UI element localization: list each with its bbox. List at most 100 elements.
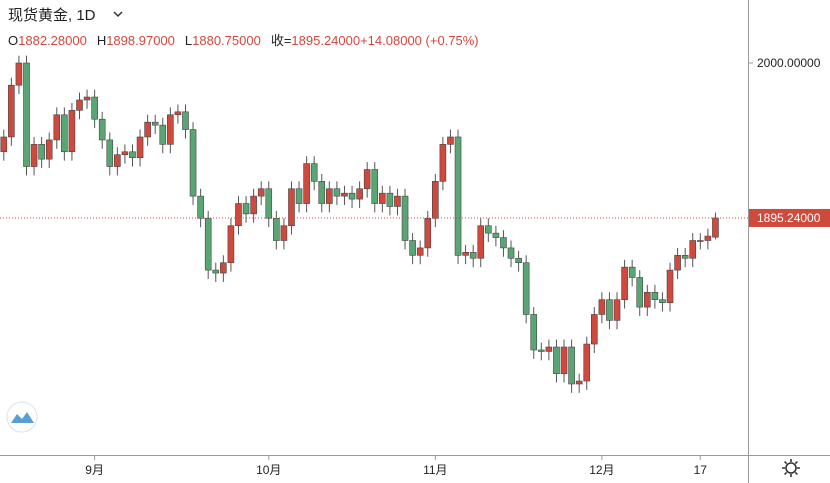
- candle-body: [114, 154, 121, 167]
- candle-body: [416, 247, 424, 256]
- candle-body: [530, 314, 538, 351]
- candle-body: [61, 114, 68, 153]
- candle-body: [424, 218, 432, 249]
- candle-body: [386, 192, 394, 207]
- candle-body: [439, 144, 447, 182]
- candle-body: [197, 195, 204, 219]
- last-price-badge: [749, 208, 830, 227]
- candle-body: [621, 266, 628, 300]
- candle-body: [560, 346, 568, 374]
- legend-value: 1882.28000: [18, 33, 87, 48]
- candle-body: [182, 111, 189, 130]
- candle-body: [477, 225, 485, 259]
- candle-body: [45, 139, 53, 160]
- candle-body: [98, 118, 106, 141]
- logo-circle[interactable]: [6, 401, 38, 433]
- candle-body: [288, 188, 295, 227]
- candle-body: [538, 349, 545, 352]
- legend-key: L: [185, 33, 192, 48]
- candle-body: [666, 269, 674, 303]
- legend-key: 收=: [271, 33, 292, 48]
- candle-body: [0, 136, 8, 153]
- candle-body: [363, 169, 371, 190]
- candle-body: [121, 151, 129, 156]
- candle-body: [545, 346, 553, 352]
- candle-body: [469, 252, 477, 259]
- ohlc-text: O1882.28000 H1898.97000 L1880.75000 收=1895.…: [8, 33, 479, 48]
- x-tick-label: 9月: [85, 463, 104, 477]
- candle-body: [379, 192, 386, 204]
- candle-body: [674, 255, 681, 271]
- candle-body: [318, 181, 326, 204]
- candle-body: [53, 114, 61, 141]
- y-tick-label: 2000.00000: [757, 56, 821, 70]
- candle-body: [371, 169, 379, 204]
- dropdown-icon[interactable]: [113, 11, 123, 18]
- candle-body: [341, 192, 348, 197]
- logo[interactable]: [6, 401, 38, 433]
- candle-body: [333, 188, 341, 197]
- ohlc-legend: O1882.28000 H1898.97000 L1880.75000 收=1895.…: [8, 33, 479, 48]
- candle-body: [583, 343, 591, 382]
- candle-body: [348, 192, 356, 200]
- candle-body: [106, 139, 114, 167]
- legend-key: O: [8, 33, 18, 48]
- last-price-label: 1895.24000: [757, 211, 821, 225]
- gear-ring[interactable]: [785, 462, 797, 474]
- candle-body: [409, 240, 416, 256]
- candle-body: [606, 299, 613, 321]
- candle-body: [159, 124, 167, 145]
- candle-body: [575, 380, 583, 385]
- candle-body: [227, 225, 235, 264]
- candle-body: [167, 114, 174, 145]
- x-tick-label: 12月: [589, 463, 614, 477]
- candle-body: [462, 252, 469, 256]
- candle-body: [454, 136, 462, 256]
- candle-body: [129, 151, 136, 158]
- legend-value: 1895.24000: [291, 33, 360, 48]
- plot-area: [0, 55, 748, 393]
- candle-body: [280, 225, 288, 241]
- candle-body: [212, 269, 220, 274]
- candle-body: [38, 144, 45, 160]
- candle-body: [568, 346, 575, 385]
- legend-value: 1880.75000: [192, 33, 261, 48]
- candle-body: [174, 111, 182, 116]
- candle-body: [250, 195, 257, 215]
- candle-body: [91, 96, 98, 120]
- x-tick-label: 10月: [256, 463, 281, 477]
- candle-body: [659, 299, 666, 303]
- settings-icon[interactable]: [782, 459, 800, 477]
- candle-body: [522, 262, 530, 315]
- candle-body: [76, 99, 83, 111]
- candle-body: [500, 237, 507, 249]
- candle-body: [712, 217, 719, 238]
- candle-body: [628, 266, 636, 278]
- candle-body: [136, 136, 144, 158]
- candle-body: [598, 299, 606, 315]
- legend-key: H: [97, 33, 106, 48]
- candle-body: [644, 291, 651, 308]
- candle-body: [15, 62, 23, 86]
- candle-body: [394, 195, 401, 207]
- candle-body: [689, 240, 697, 259]
- candle-body: [636, 277, 644, 308]
- candle-body: [295, 188, 303, 204]
- candle-body: [68, 110, 76, 153]
- candle-body: [8, 84, 15, 138]
- candle-body: [265, 188, 273, 219]
- candle-body: [204, 218, 212, 271]
- candle-body: [515, 257, 522, 264]
- candle-body: [310, 163, 318, 182]
- candle-body: [273, 218, 280, 241]
- candle-body: [432, 181, 439, 219]
- candle-body: [242, 203, 250, 215]
- gear-teeth[interactable]: [782, 459, 800, 477]
- x-tick-label: 17: [694, 463, 708, 477]
- candle-body: [651, 291, 659, 300]
- candle-body: [507, 247, 515, 259]
- logo-mark[interactable]: [11, 412, 34, 423]
- candle-body: [591, 314, 598, 345]
- candle-body: [697, 240, 704, 242]
